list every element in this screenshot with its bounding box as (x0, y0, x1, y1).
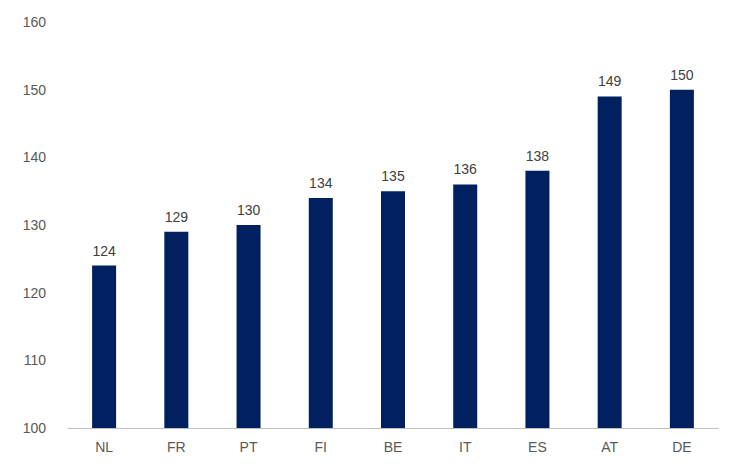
svg-text:ES: ES (528, 439, 547, 455)
svg-text:PT: PT (240, 439, 258, 455)
svg-text:120: 120 (23, 285, 47, 301)
svg-text:130: 130 (23, 217, 47, 233)
svg-text:138: 138 (526, 148, 550, 164)
svg-text:150: 150 (23, 82, 47, 98)
svg-text:110: 110 (24, 352, 47, 368)
svg-text:IT: IT (459, 439, 472, 455)
svg-text:NL: NL (95, 439, 113, 455)
svg-text:129: 129 (165, 209, 189, 225)
svg-text:134: 134 (309, 175, 333, 191)
svg-text:AT: AT (601, 439, 618, 455)
svg-text:140: 140 (23, 149, 47, 165)
svg-text:135: 135 (381, 168, 405, 184)
svg-text:FI: FI (315, 439, 327, 455)
svg-text:124: 124 (92, 243, 116, 259)
svg-text:136: 136 (454, 161, 478, 177)
svg-text:149: 149 (598, 73, 622, 89)
svg-text:FR: FR (167, 439, 186, 455)
svg-text:BE: BE (384, 439, 403, 455)
svg-text:DE: DE (672, 439, 691, 455)
svg-text:160: 160 (23, 14, 47, 30)
svg-text:100: 100 (23, 420, 47, 436)
svg-text:130: 130 (237, 202, 261, 218)
svg-text:150: 150 (670, 67, 694, 83)
